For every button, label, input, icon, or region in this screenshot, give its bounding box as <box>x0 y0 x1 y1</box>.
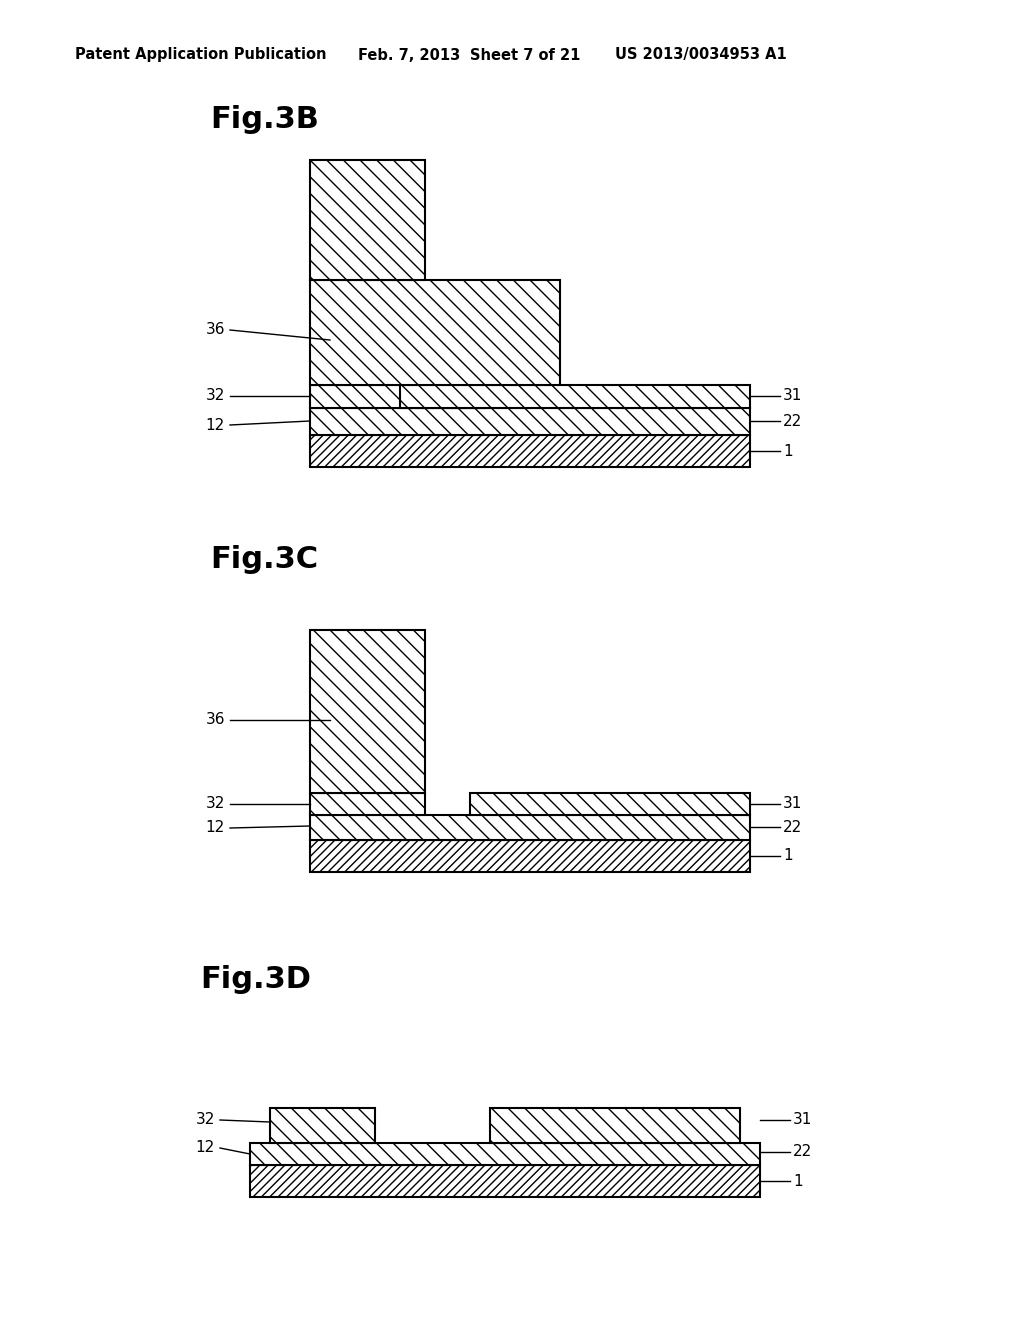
Bar <box>310 160 425 280</box>
Text: 12: 12 <box>206 821 225 836</box>
Text: 22: 22 <box>783 820 802 834</box>
Bar <box>310 630 425 793</box>
Bar <box>250 1166 760 1197</box>
Text: Fig.3B: Fig.3B <box>210 106 318 135</box>
Bar <box>400 385 750 408</box>
Bar <box>470 793 750 814</box>
Text: 36: 36 <box>206 713 225 727</box>
Text: 32: 32 <box>206 796 225 812</box>
Text: 22: 22 <box>783 413 802 429</box>
Text: 36: 36 <box>206 322 225 338</box>
Text: Fig.3C: Fig.3C <box>210 545 318 574</box>
Text: 32: 32 <box>196 1113 215 1127</box>
Bar <box>270 1107 375 1143</box>
Bar <box>310 436 750 467</box>
Text: 1: 1 <box>783 849 793 863</box>
Text: 31: 31 <box>793 1113 812 1127</box>
Bar <box>490 1107 740 1143</box>
Bar <box>310 385 485 408</box>
Text: 12: 12 <box>206 417 225 433</box>
Text: Fig.3D: Fig.3D <box>200 965 311 994</box>
Text: 32: 32 <box>206 388 225 404</box>
Text: Sheet 7 of 21: Sheet 7 of 21 <box>470 48 581 62</box>
Text: Patent Application Publication: Patent Application Publication <box>75 48 327 62</box>
Bar <box>310 408 750 436</box>
Bar <box>310 814 750 840</box>
Bar <box>250 1143 760 1166</box>
Text: 1: 1 <box>793 1173 803 1188</box>
Text: 1: 1 <box>783 444 793 458</box>
Text: Feb. 7, 2013: Feb. 7, 2013 <box>358 48 460 62</box>
Bar <box>310 840 750 873</box>
Bar <box>310 280 560 385</box>
Text: US 2013/0034953 A1: US 2013/0034953 A1 <box>615 48 786 62</box>
Text: 22: 22 <box>793 1144 812 1159</box>
Bar <box>310 793 425 814</box>
Text: 31: 31 <box>783 388 803 404</box>
Text: 12: 12 <box>196 1140 215 1155</box>
Text: 31: 31 <box>783 796 803 812</box>
